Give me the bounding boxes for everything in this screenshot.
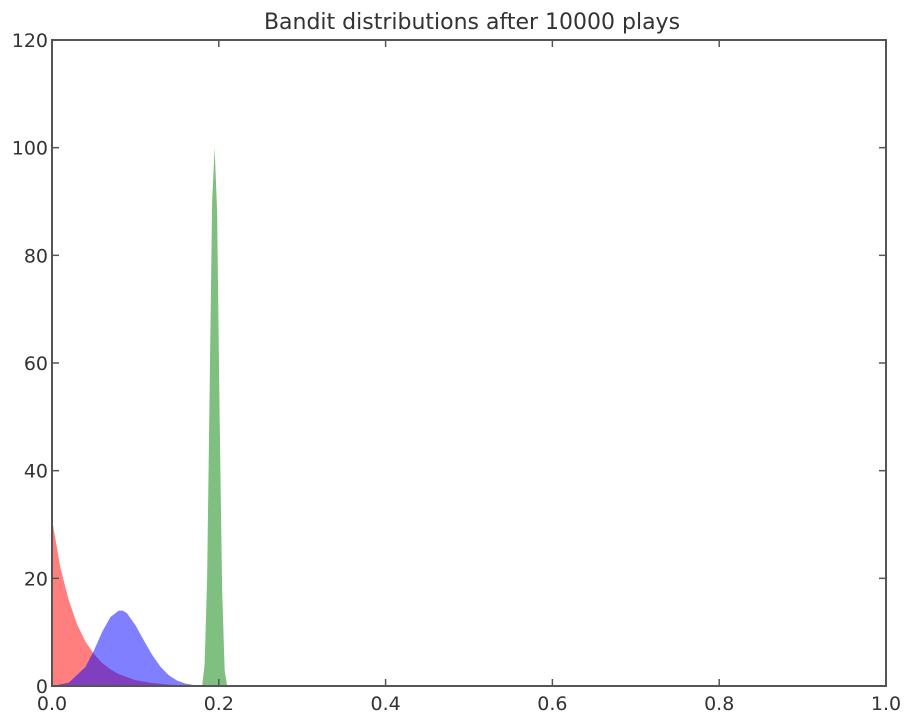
series-layer (52, 147, 228, 687)
tick-layer: 0.0 0.2 0.4 0.6 0.8 1.0 0 20 40 60 80 100 120 (12, 30, 901, 715)
plot-area-frame (51, 39, 887, 687)
series-area-2 (202, 147, 228, 687)
y-tick-label: 60 (24, 353, 48, 375)
x-tick-label: 1.0 (871, 693, 901, 715)
x-tick-label: 0.0 (37, 693, 67, 715)
y-tick-label: 80 (24, 245, 48, 267)
x-tick-label: 0.2 (204, 693, 234, 715)
x-tick-label: 0.6 (537, 693, 567, 715)
y-tick-label: 100 (12, 138, 48, 160)
chart-title: Bandit distributions after 10000 plays (264, 10, 680, 35)
y-tick-label: 0 (36, 676, 48, 698)
y-tick-label: 20 (24, 568, 48, 590)
x-tick-label: 0.8 (704, 693, 734, 715)
x-tick-label: 0.4 (370, 693, 400, 715)
series-area-1 (52, 610, 211, 686)
series-area-0 (52, 519, 203, 686)
y-tick-label: 120 (12, 30, 48, 52)
y-tick-label: 40 (24, 461, 48, 483)
